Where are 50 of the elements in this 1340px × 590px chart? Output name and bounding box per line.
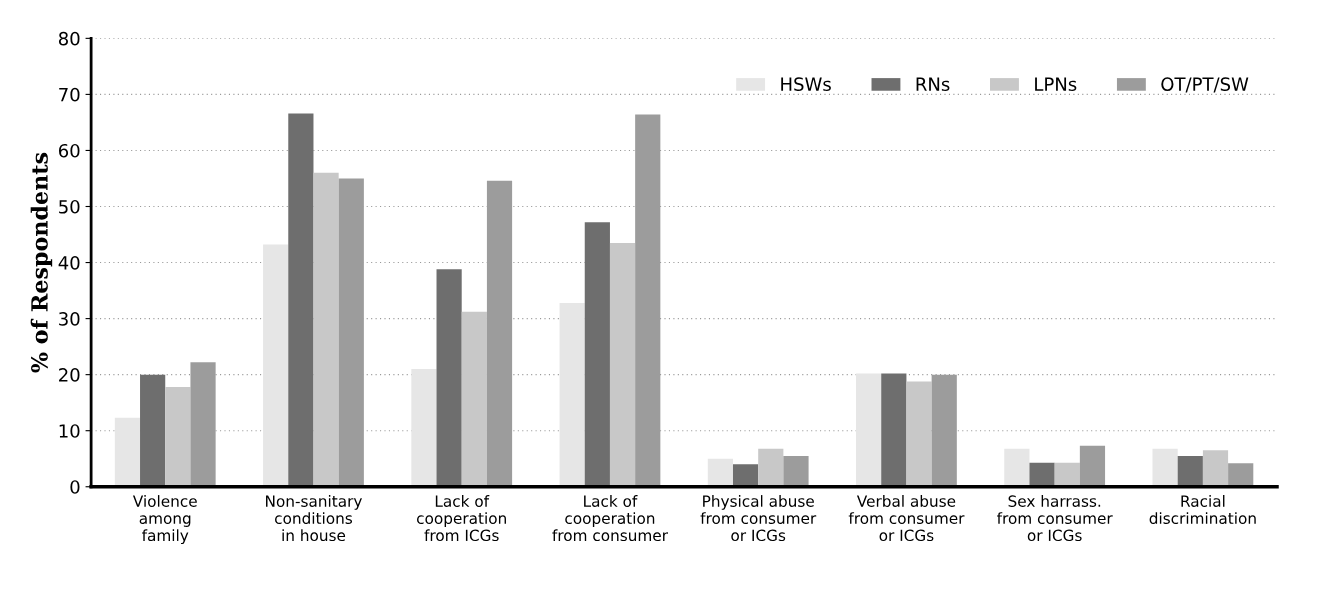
y-tick-label: 30 xyxy=(59,312,80,326)
bar xyxy=(338,178,364,487)
y-tick-label: 60 xyxy=(58,143,80,158)
y-tick-label: 40 xyxy=(58,256,80,270)
bar xyxy=(461,311,487,487)
bar xyxy=(1202,450,1229,487)
bar xyxy=(609,242,636,487)
bar xyxy=(1152,448,1178,487)
y-tick-label: 70 xyxy=(59,87,80,102)
bar xyxy=(114,417,141,487)
y-axis-title: % of Respondents xyxy=(30,152,53,373)
y-tick-label: 0 xyxy=(70,480,80,494)
bar xyxy=(881,373,907,487)
bar xyxy=(288,113,314,487)
legend-label: RNs xyxy=(916,77,950,91)
x-tick-label: Violence among family xyxy=(132,495,197,545)
x-tick-label: Racial discrimination xyxy=(1149,495,1256,525)
bar xyxy=(732,464,759,487)
x-tick-label: Verbal abuse from consumer or ICGs xyxy=(848,495,965,542)
bar xyxy=(1054,462,1080,487)
y-tick-label: 20 xyxy=(59,368,80,382)
bar xyxy=(559,302,585,487)
bar xyxy=(263,244,289,487)
bar xyxy=(584,222,610,487)
bar xyxy=(758,448,784,487)
bar xyxy=(436,269,462,487)
x-tick-label: Physical abuse from consumer or ICGs xyxy=(700,495,817,542)
legend-label: OT/PT/SW xyxy=(1161,77,1249,93)
x-tick-label: Lack of cooperation from consumer xyxy=(552,495,668,542)
bar xyxy=(411,369,437,487)
bar xyxy=(165,386,191,487)
bar xyxy=(1029,462,1055,487)
bar xyxy=(140,374,166,487)
bar xyxy=(1004,448,1030,487)
x-tick-label: Sex harrass. from consumer or ICGs xyxy=(997,495,1113,542)
bar xyxy=(1079,445,1106,487)
bar xyxy=(906,381,932,487)
bar xyxy=(856,373,882,487)
y-tick-label: 50 xyxy=(59,199,80,214)
x-tick-label: Lack of cooperation from ICGs xyxy=(417,495,506,542)
y-tick-label: 80 xyxy=(58,31,80,46)
bar xyxy=(707,458,733,487)
bar xyxy=(313,172,339,487)
bar xyxy=(1177,455,1203,487)
x-tick-label: Non-sanitary conditions in house xyxy=(266,495,362,542)
legend-label: LPNs xyxy=(1035,77,1077,91)
y-tick-label: 10 xyxy=(59,424,80,438)
bar xyxy=(1228,463,1254,487)
bar xyxy=(783,455,809,487)
legend-label: HSWs xyxy=(781,77,831,91)
